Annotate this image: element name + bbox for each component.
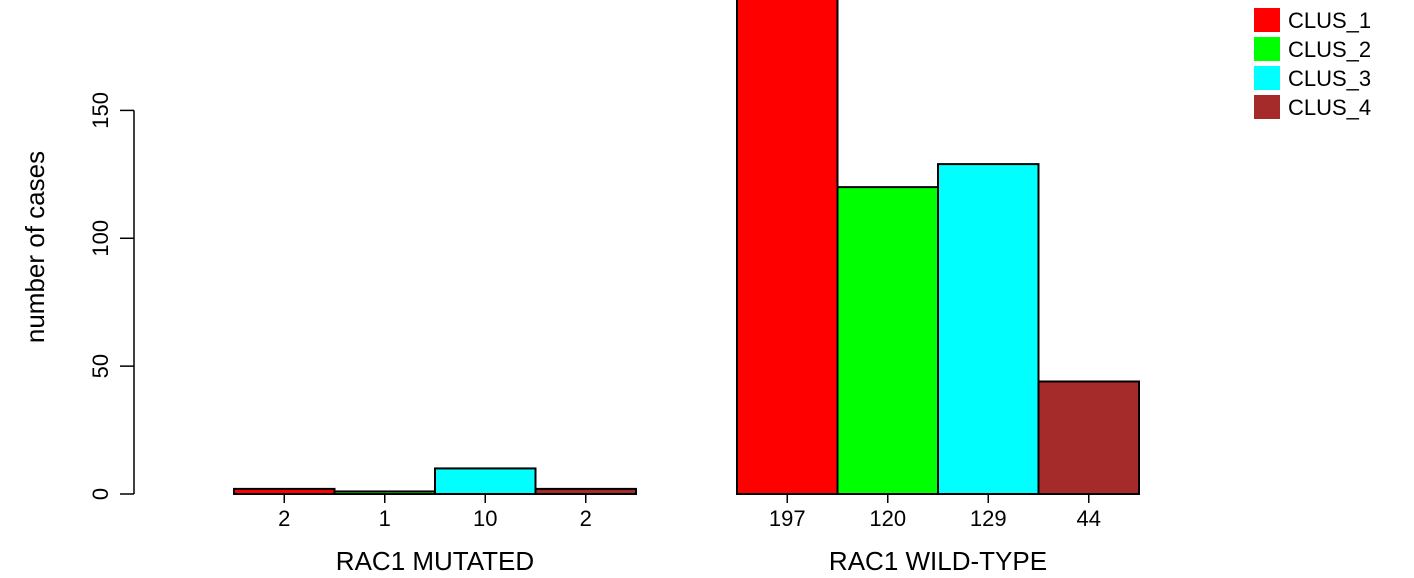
legend-swatch (1254, 37, 1280, 61)
legend: CLUS_1 CLUS_2 CLUS_3 CLUS_4 (1254, 8, 1371, 120)
legend-item-clus-1: CLUS_1 (1254, 8, 1371, 33)
y-tick-label: 0 (88, 488, 113, 500)
bar-clus-1-rac1-mutated (233, 487, 336, 496)
legend-swatch (1254, 95, 1280, 119)
group-label: RAC1 WILD-TYPE (829, 546, 1047, 576)
bar-count-label: 197 (769, 506, 806, 531)
bar-groups: 2 1 10 2 RAC1 MUTATED 197 120 129 44 RAC1 WILD-TY… (233, 0, 1140, 576)
legend-label: CLUS_3 (1288, 66, 1371, 91)
legend-label: CLUS_2 (1288, 37, 1371, 62)
bar-clus-3-rac1-mutated (434, 467, 537, 496)
bar-group-rac1-wild-type: 197 120 129 44 RAC1 WILD-TYPE (736, 0, 1140, 576)
bar-count-label: 44 (1077, 506, 1101, 531)
bar-count-label: 2 (580, 506, 592, 531)
legend-item-clus-3: CLUS_3 (1254, 66, 1371, 91)
legend-swatch (1254, 8, 1280, 32)
group-label: RAC1 MUTATED (336, 546, 534, 576)
bar-clus-3-rac1-wild-type (937, 163, 1040, 495)
bar-clus-1-rac1-wild-type (736, 0, 839, 495)
y-axis: 0 50 100 150 (88, 92, 135, 500)
bar-group-rac1-mutated: 2 1 10 2 RAC1 MUTATED (233, 467, 637, 576)
y-tick-label: 150 (88, 92, 113, 129)
bar-clus-2-rac1-wild-type (836, 186, 939, 495)
legend-item-clus-4: CLUS_4 (1254, 95, 1371, 120)
legend-label: CLUS_1 (1288, 8, 1371, 33)
legend-label: CLUS_4 (1288, 95, 1371, 120)
bar-clus-4-rac1-mutated (534, 487, 637, 496)
bar-count-label: 10 (473, 506, 497, 531)
bar-count-label: 120 (869, 506, 906, 531)
legend-swatch (1254, 66, 1280, 90)
legend-item-clus-2: CLUS_2 (1254, 37, 1371, 62)
y-axis-title: number of cases (20, 151, 50, 343)
bar-count-label: 129 (970, 506, 1007, 531)
bar-count-label: 2 (278, 506, 290, 531)
bar-count-label: 1 (379, 506, 391, 531)
y-tick-label: 100 (88, 220, 113, 257)
bar-clus-4-rac1-wild-type (1037, 380, 1140, 495)
y-tick-label: 50 (88, 354, 113, 378)
